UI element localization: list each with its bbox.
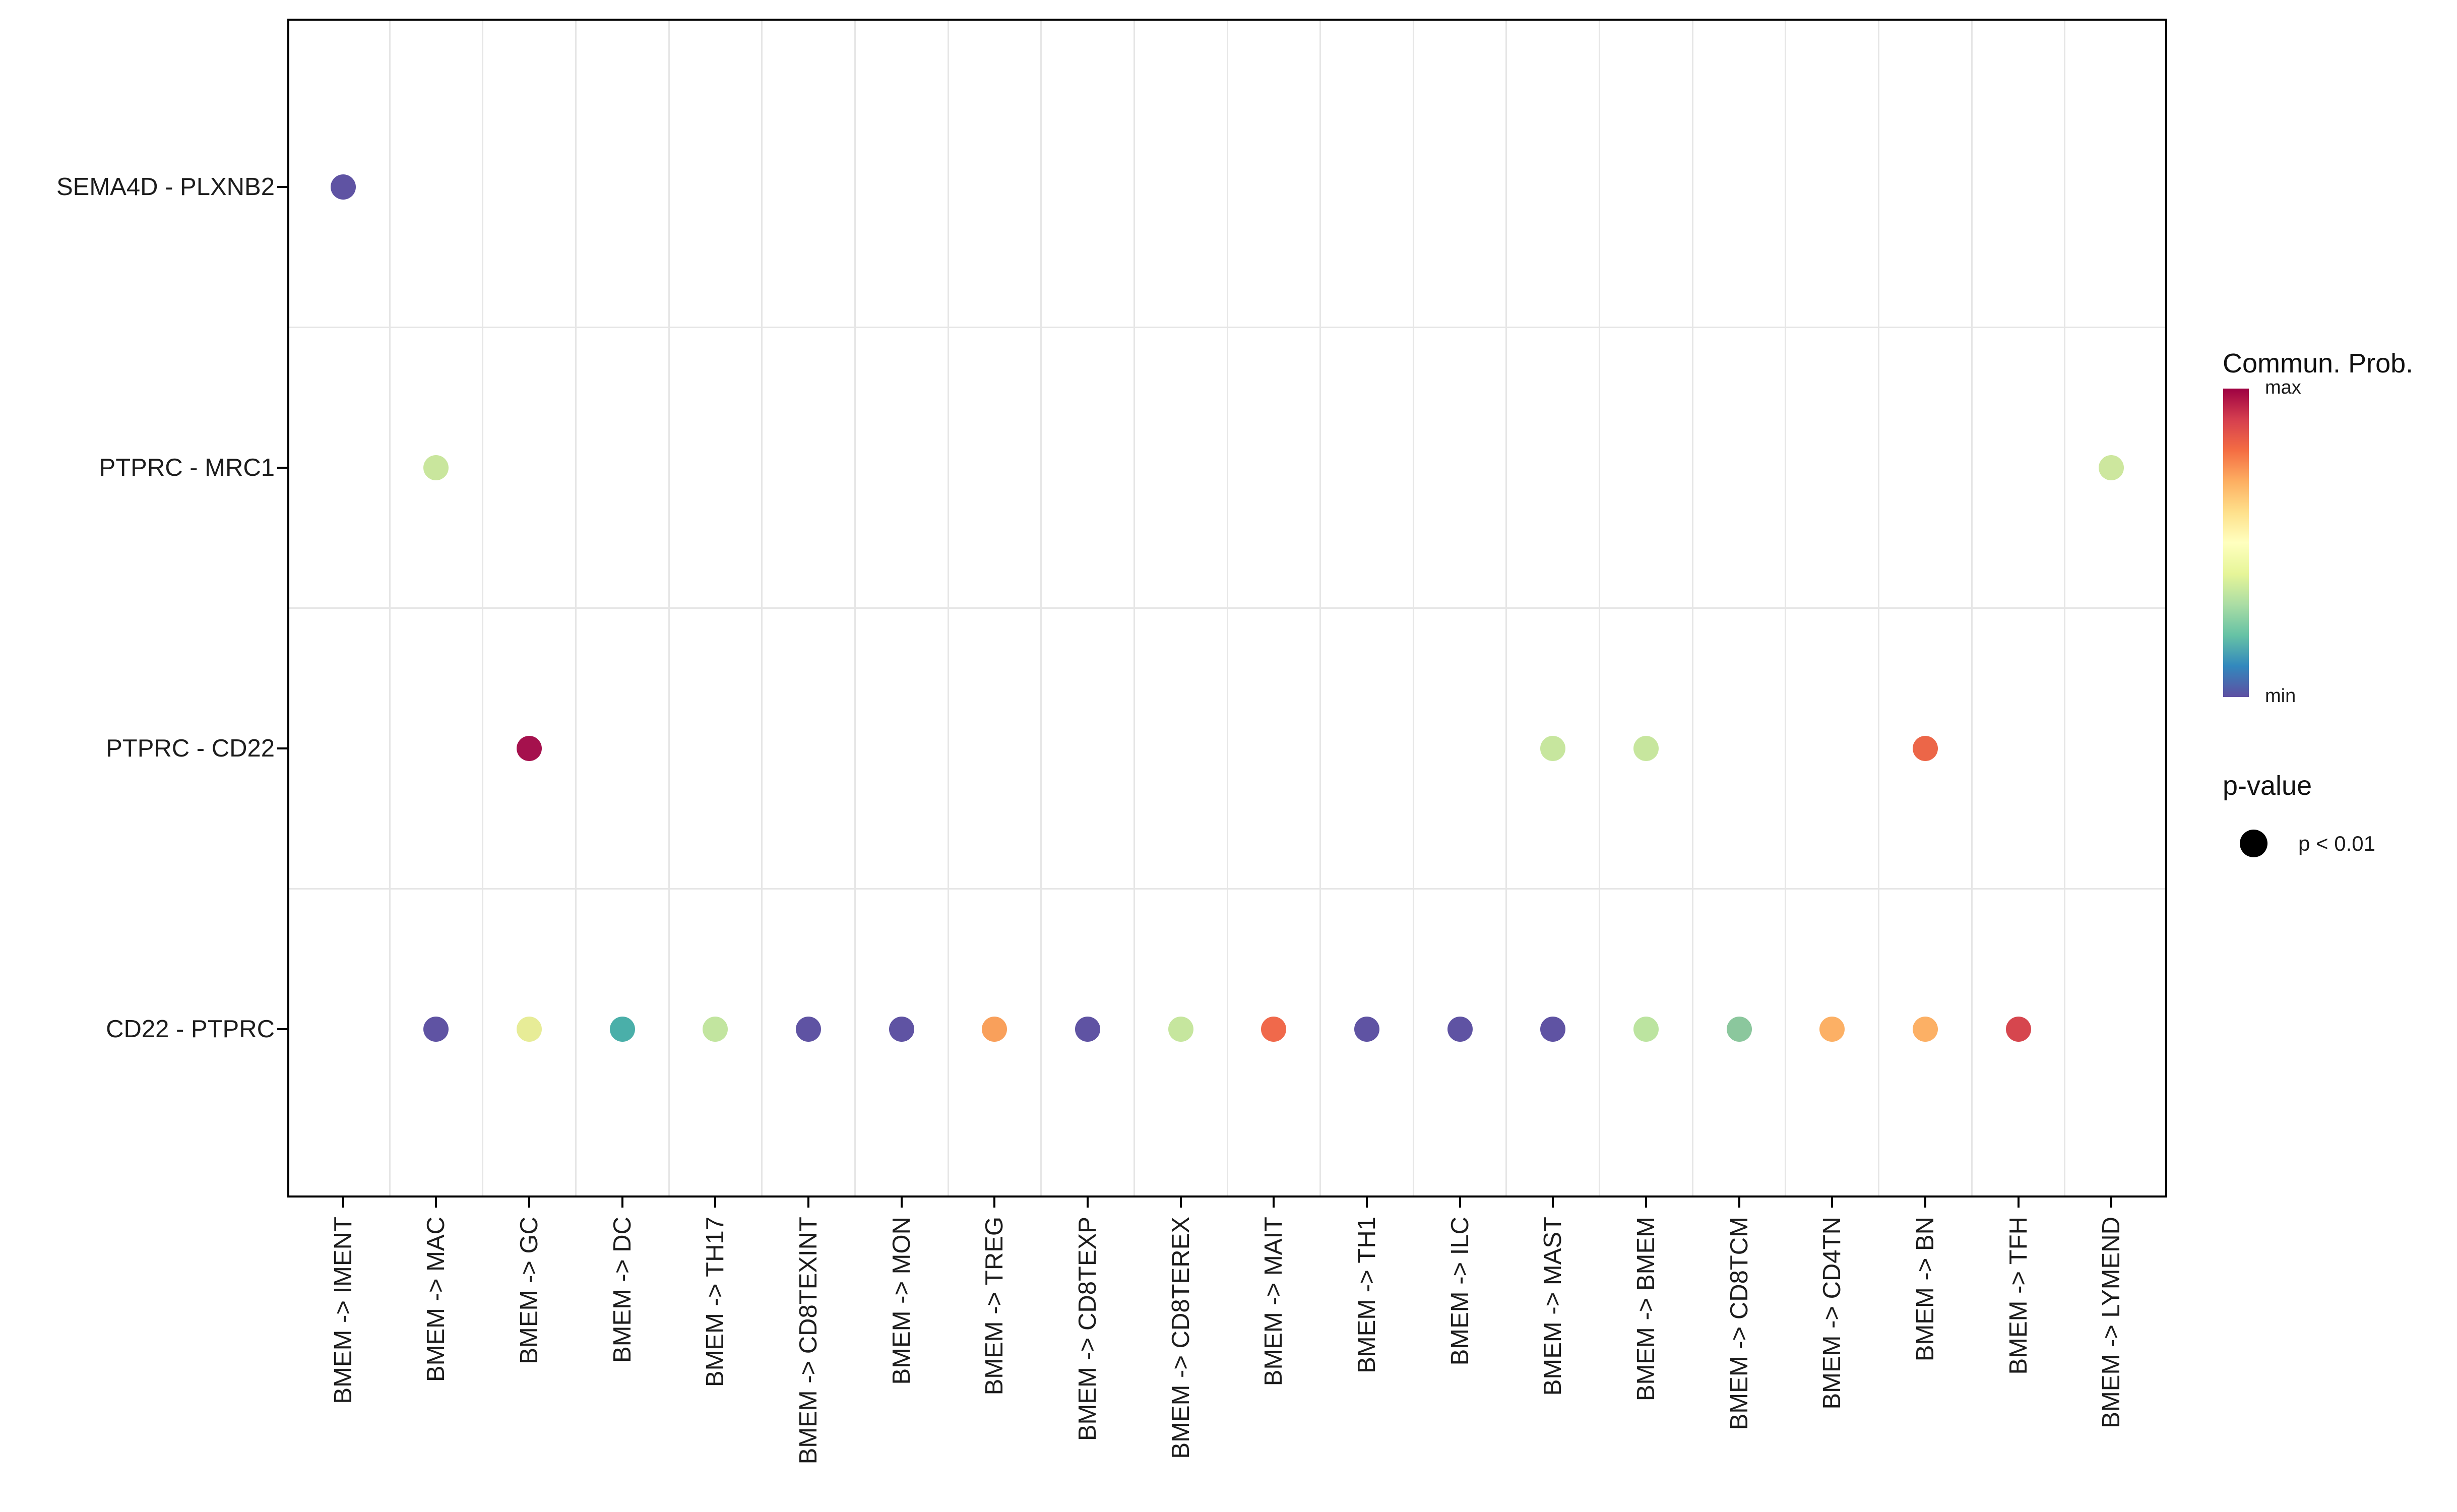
x-axis-label: BMEM -> IMENT: [329, 1217, 357, 1404]
x-axis-label: BMEM -> BN: [1911, 1217, 1939, 1362]
data-point: [982, 1016, 1007, 1042]
x-axis-label: BMEM -> TFH: [2004, 1217, 2032, 1375]
colorbar-max-label: max: [2265, 377, 2301, 398]
x-axis-label: BMEM -> LYMEND: [2098, 1217, 2125, 1428]
x-axis-label: BMEM -> BMEM: [1632, 1217, 1660, 1402]
data-point: [1912, 1016, 1938, 1042]
data-point: [330, 174, 356, 200]
data-point: [1540, 735, 1566, 761]
data-point: [1633, 735, 1659, 761]
data-point: [703, 1016, 728, 1042]
gridline-horizontal: [289, 327, 2165, 329]
y-axis-label: SEMA4D - PLXNB2: [56, 173, 275, 201]
pvalue-legend-item-label: p < 0.01: [2298, 832, 2375, 855]
data-point: [1354, 1016, 1379, 1042]
data-point: [609, 1016, 635, 1042]
x-axis-label: BMEM -> MON: [888, 1217, 915, 1385]
x-axis-tick: [1645, 1198, 1647, 1208]
gridline-horizontal: [289, 888, 2165, 890]
x-axis-tick: [528, 1198, 531, 1208]
x-axis-tick: [1179, 1198, 1182, 1208]
y-axis-label: PTPRC - MRC1: [99, 454, 275, 482]
gridline-horizontal: [289, 607, 2165, 609]
x-axis-label: BMEM -> TH1: [1353, 1217, 1380, 1373]
data-point: [517, 1016, 542, 1042]
x-axis-tick: [1831, 1198, 1834, 1208]
data-point: [1819, 1016, 1845, 1042]
x-axis-tick: [807, 1198, 810, 1208]
x-axis-label: BMEM -> ILC: [1446, 1217, 1474, 1366]
data-point: [2005, 1016, 2031, 1042]
data-point: [1726, 1016, 1752, 1042]
x-axis-tick: [2110, 1198, 2113, 1208]
x-axis-label: BMEM -> DC: [608, 1217, 636, 1363]
x-axis-tick: [1459, 1198, 1461, 1208]
x-axis-tick: [2017, 1198, 2020, 1208]
x-axis-tick: [1552, 1198, 1554, 1208]
data-point: [423, 1016, 449, 1042]
x-axis-label: BMEM -> CD8TEXINT: [795, 1217, 823, 1465]
colorbar-legend-title: Commun. Prob.: [2223, 348, 2414, 379]
data-point: [1168, 1016, 1193, 1042]
data-point: [1075, 1016, 1101, 1042]
x-axis-label: BMEM -> MAIT: [1260, 1217, 1288, 1387]
x-axis-label: BMEM -> CD8TEREX: [1167, 1217, 1194, 1459]
data-point: [2099, 455, 2124, 481]
x-axis-label: BMEM -> MAST: [1539, 1217, 1567, 1396]
data-point: [517, 735, 542, 761]
data-point: [423, 455, 449, 481]
y-axis-tick: [277, 467, 287, 469]
x-axis-label: BMEM -> MAC: [422, 1217, 450, 1382]
y-axis-tick: [277, 186, 287, 188]
data-point: [1912, 735, 1938, 761]
x-axis-tick: [435, 1198, 437, 1208]
x-axis-tick: [1087, 1198, 1089, 1208]
data-point: [1633, 1016, 1659, 1042]
x-axis-tick: [993, 1198, 996, 1208]
x-axis-label: BMEM -> TREG: [981, 1217, 1009, 1396]
x-axis-label: BMEM -> CD4TN: [1818, 1217, 1846, 1410]
x-axis-tick: [342, 1198, 344, 1208]
x-axis-tick: [1365, 1198, 1368, 1208]
colorbar-min-label: min: [2265, 685, 2296, 707]
x-axis-tick: [1273, 1198, 1275, 1208]
x-axis-tick: [621, 1198, 623, 1208]
x-axis-tick: [900, 1198, 903, 1208]
x-axis-tick: [1924, 1198, 1926, 1208]
data-point: [1261, 1016, 1287, 1042]
data-point: [1447, 1016, 1473, 1042]
y-axis-label: CD22 - PTPRC: [106, 1015, 275, 1043]
y-axis-tick: [277, 1028, 287, 1030]
y-axis-label: PTPRC - CD22: [106, 734, 275, 762]
pvalue-legend-title: p-value: [2223, 771, 2312, 801]
colorbar-gradient: [2223, 389, 2249, 697]
data-point: [796, 1016, 822, 1042]
pvalue-legend-dot-icon: [2240, 830, 2267, 857]
y-axis-tick: [277, 747, 287, 749]
x-axis-tick: [1738, 1198, 1740, 1208]
data-point: [889, 1016, 914, 1042]
x-axis-label: BMEM -> TH17: [702, 1217, 729, 1388]
x-axis-label: BMEM -> CD8TEXP: [1074, 1217, 1102, 1441]
x-axis-label: BMEM -> GC: [516, 1217, 543, 1364]
x-axis-label: BMEM -> CD8TCM: [1725, 1217, 1753, 1430]
x-axis-tick: [714, 1198, 717, 1208]
data-point: [1540, 1016, 1566, 1042]
